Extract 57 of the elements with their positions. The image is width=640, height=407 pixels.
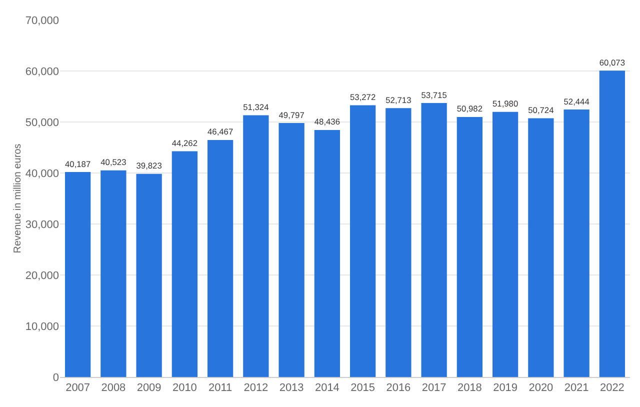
x-tick-label: 2011	[208, 382, 232, 394]
bar	[172, 151, 198, 377]
y-tick-label: 0	[52, 372, 59, 384]
bar	[599, 70, 626, 377]
data-label: 60,073	[599, 57, 626, 68]
y-tick-label: 50,000	[25, 116, 59, 129]
data-label: 51,980	[492, 98, 518, 109]
y-tick-label: 20,000	[25, 270, 59, 282]
x-tick-label: 2009	[136, 382, 162, 394]
y-tick-label: 70,000	[25, 14, 59, 27]
bar	[456, 116, 483, 377]
x-tick-label: 2013	[279, 382, 304, 394]
bar	[386, 108, 412, 377]
bar	[492, 112, 518, 377]
x-tick-label: 2007	[66, 382, 90, 394]
x-tick-label: 2014	[314, 382, 340, 394]
data-label: 40,187	[65, 158, 91, 169]
x-tick-label: 2008	[101, 382, 126, 394]
y-tick-label: 60,000	[25, 66, 59, 78]
data-label: 52,713	[386, 94, 412, 105]
bar	[243, 115, 269, 377]
data-label: 48,436	[314, 116, 340, 127]
data-label: 50,982	[456, 104, 483, 114]
bar	[100, 170, 126, 377]
y-tick-label: 10,000	[25, 320, 59, 333]
x-tick-label: 2019	[493, 382, 518, 394]
data-label: 44,262	[172, 138, 198, 148]
x-tick-label: 2012	[244, 382, 268, 394]
data-label: 51,324	[243, 102, 270, 112]
data-label: 50,724	[528, 105, 554, 116]
x-tick-label: 2018	[457, 382, 482, 394]
bar	[421, 103, 447, 377]
x-tick-label: 2021	[564, 382, 589, 394]
x-tick-label: 2015	[350, 382, 376, 394]
data-label: 53,272	[350, 92, 376, 102]
bar	[564, 110, 590, 377]
bar	[64, 172, 91, 377]
bar	[207, 140, 234, 377]
data-label: 39,823	[136, 160, 162, 171]
bar	[528, 118, 554, 377]
x-tick-label: 2017	[422, 382, 446, 394]
data-label: 53,715	[421, 90, 448, 100]
x-tick-label: 2016	[386, 382, 411, 394]
bar	[314, 130, 340, 377]
data-label: 49,797	[278, 110, 305, 120]
y-tick-label: 30,000	[25, 218, 59, 231]
data-label: 40,523	[100, 157, 127, 168]
x-tick-label: 2010	[172, 382, 197, 394]
bar	[278, 123, 304, 377]
data-label: 46,467	[208, 126, 234, 137]
x-tick-label: 2020	[528, 382, 554, 394]
y-tick-label: 40,000	[25, 168, 59, 180]
bar	[136, 174, 162, 377]
y-axis-title: Revenue in million euros	[12, 144, 24, 254]
bar	[350, 105, 376, 377]
data-label: 52,444	[564, 96, 590, 106]
x-tick-label: 2022	[600, 382, 624, 394]
